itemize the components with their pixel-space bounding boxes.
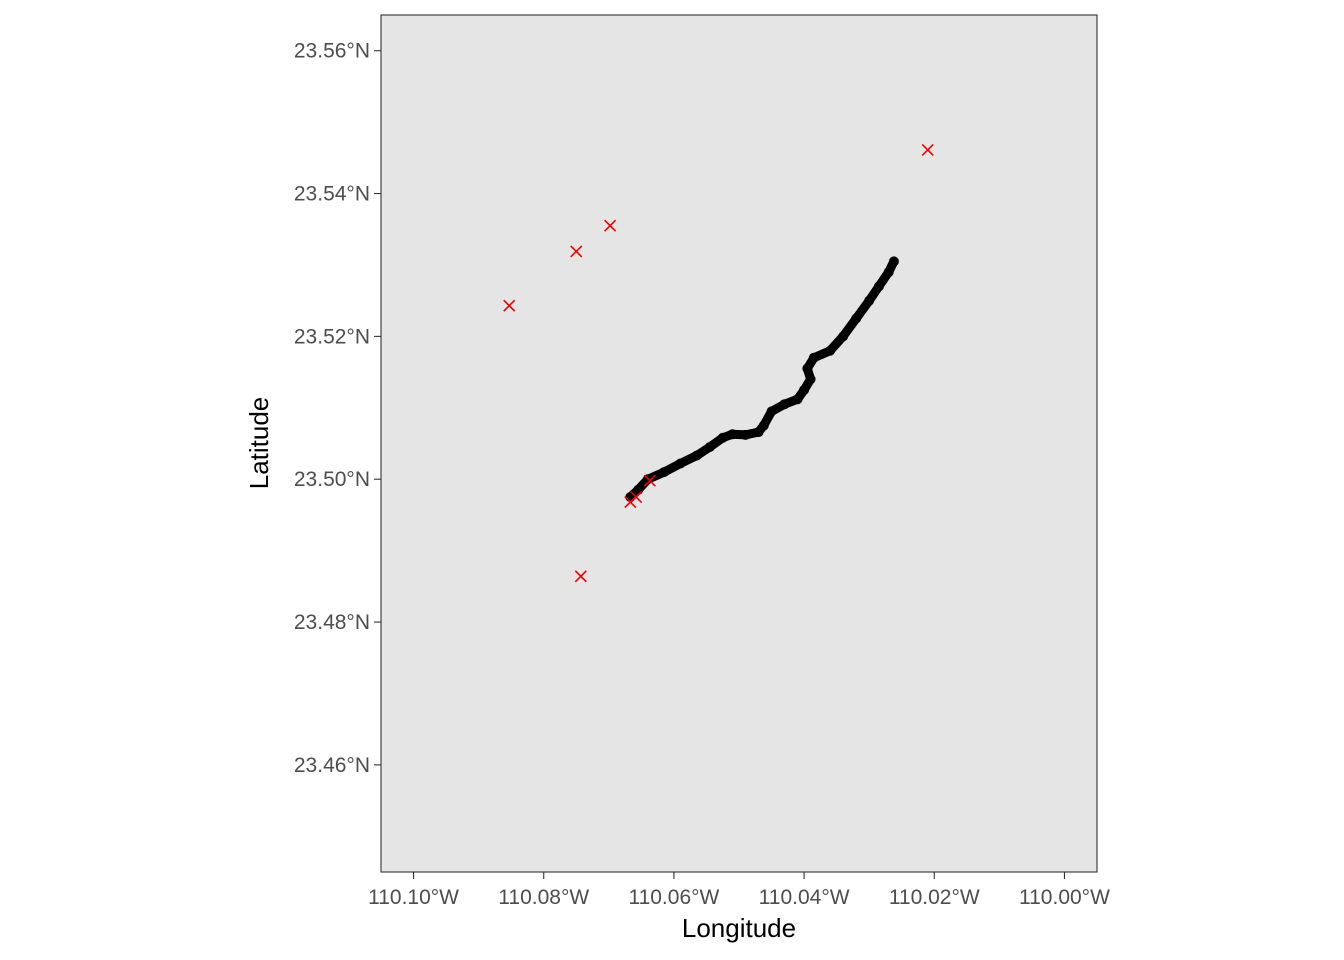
x-marker-point [643, 474, 656, 487]
track-point [805, 374, 816, 385]
x-tick-label: 110.00°W [1019, 886, 1110, 909]
y-tick-label: 23.46°N [294, 754, 370, 777]
x-marker-point [570, 245, 583, 258]
x-axis-title: Longitude [682, 913, 796, 943]
track-point [873, 281, 884, 292]
track-point [659, 467, 670, 478]
track-layer [625, 256, 899, 503]
track-point [758, 420, 769, 431]
y-tick-label: 23.50°N [294, 468, 370, 491]
track-point [799, 384, 810, 395]
track-point [888, 256, 899, 267]
track-point [808, 352, 819, 363]
track-point [792, 394, 803, 405]
track-point [633, 484, 644, 495]
track-point [825, 345, 836, 356]
x-axis: 110.10°W 110.08°W 110.06°W 110.04°W 110.02°W… [368, 872, 1110, 909]
track-point [740, 429, 751, 440]
x-tick-label: 110.02°W [889, 886, 980, 909]
track-point [851, 313, 862, 324]
y-tick-label: 23.56°N [294, 40, 370, 63]
track-point [675, 458, 686, 469]
track-point [838, 331, 849, 342]
y-tick-label: 23.52°N [294, 325, 370, 348]
y-tick-label: 23.48°N [294, 611, 370, 634]
x-marker-point [921, 143, 934, 157]
x-tick-label: 110.08°W [498, 886, 589, 909]
track-point [625, 492, 636, 503]
track-point [704, 442, 715, 453]
x-marker-point [630, 490, 643, 504]
y-axis-title: Latitude [244, 397, 274, 490]
points-layer [503, 143, 934, 583]
x-tick-label: 110.10°W [368, 886, 459, 909]
plot-border [380, 14, 1098, 873]
x-tick-label: 110.06°W [628, 886, 719, 909]
track-point [727, 429, 738, 440]
x-marker-point [604, 219, 617, 232]
track-point [779, 399, 790, 410]
y-tick-label: 23.54°N [294, 183, 370, 206]
track-point [691, 450, 702, 461]
x-tick-label: 110.04°W [759, 886, 850, 909]
track-point [864, 295, 875, 306]
track-point [802, 363, 813, 374]
track-point [766, 406, 777, 417]
x-marker-point [574, 570, 587, 583]
y-axis: 23.46°N 23.48°N 23.50°N 23.52°N 23.54°N 23.56… [294, 40, 381, 777]
x-marker-point [503, 299, 516, 312]
track-point [883, 267, 894, 278]
track-point [717, 432, 728, 443]
plot-panel [381, 15, 1097, 872]
